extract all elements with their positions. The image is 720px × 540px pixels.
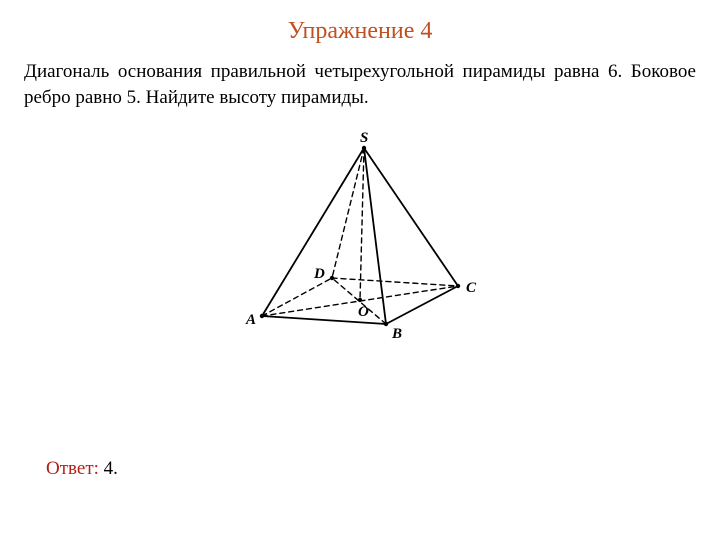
vertex-label-B: B (391, 326, 402, 342)
exercise-title: Упражнение 4 (24, 18, 696, 45)
edge-SO (360, 148, 364, 300)
edge-SD (332, 148, 364, 278)
vertex-dot-B (384, 322, 388, 326)
vertex-label-C: C (466, 280, 477, 296)
answer-value: 4. (104, 458, 118, 479)
vertex-label-S: S (360, 130, 368, 146)
vertex-label-O: O (358, 304, 369, 320)
problem-statement: Диагональ основания правильной четырехуг… (24, 59, 696, 110)
edge-SA (262, 148, 364, 316)
vertex-dot-C (456, 284, 460, 288)
vertex-dot-O (358, 298, 362, 302)
vertex-dot-S (362, 146, 366, 150)
answer-label: Ответ: (46, 458, 99, 479)
edge-DC (332, 278, 458, 286)
figure-container: A B C D S O (24, 120, 696, 360)
pyramid-figure: A B C D S O (210, 120, 510, 360)
vertex-dot-A (260, 314, 264, 318)
vertex-label-D: D (313, 266, 325, 282)
vertex-label-A: A (245, 312, 256, 328)
vertex-dot-D (330, 276, 334, 280)
answer-line: Ответ: 4. (46, 458, 118, 480)
